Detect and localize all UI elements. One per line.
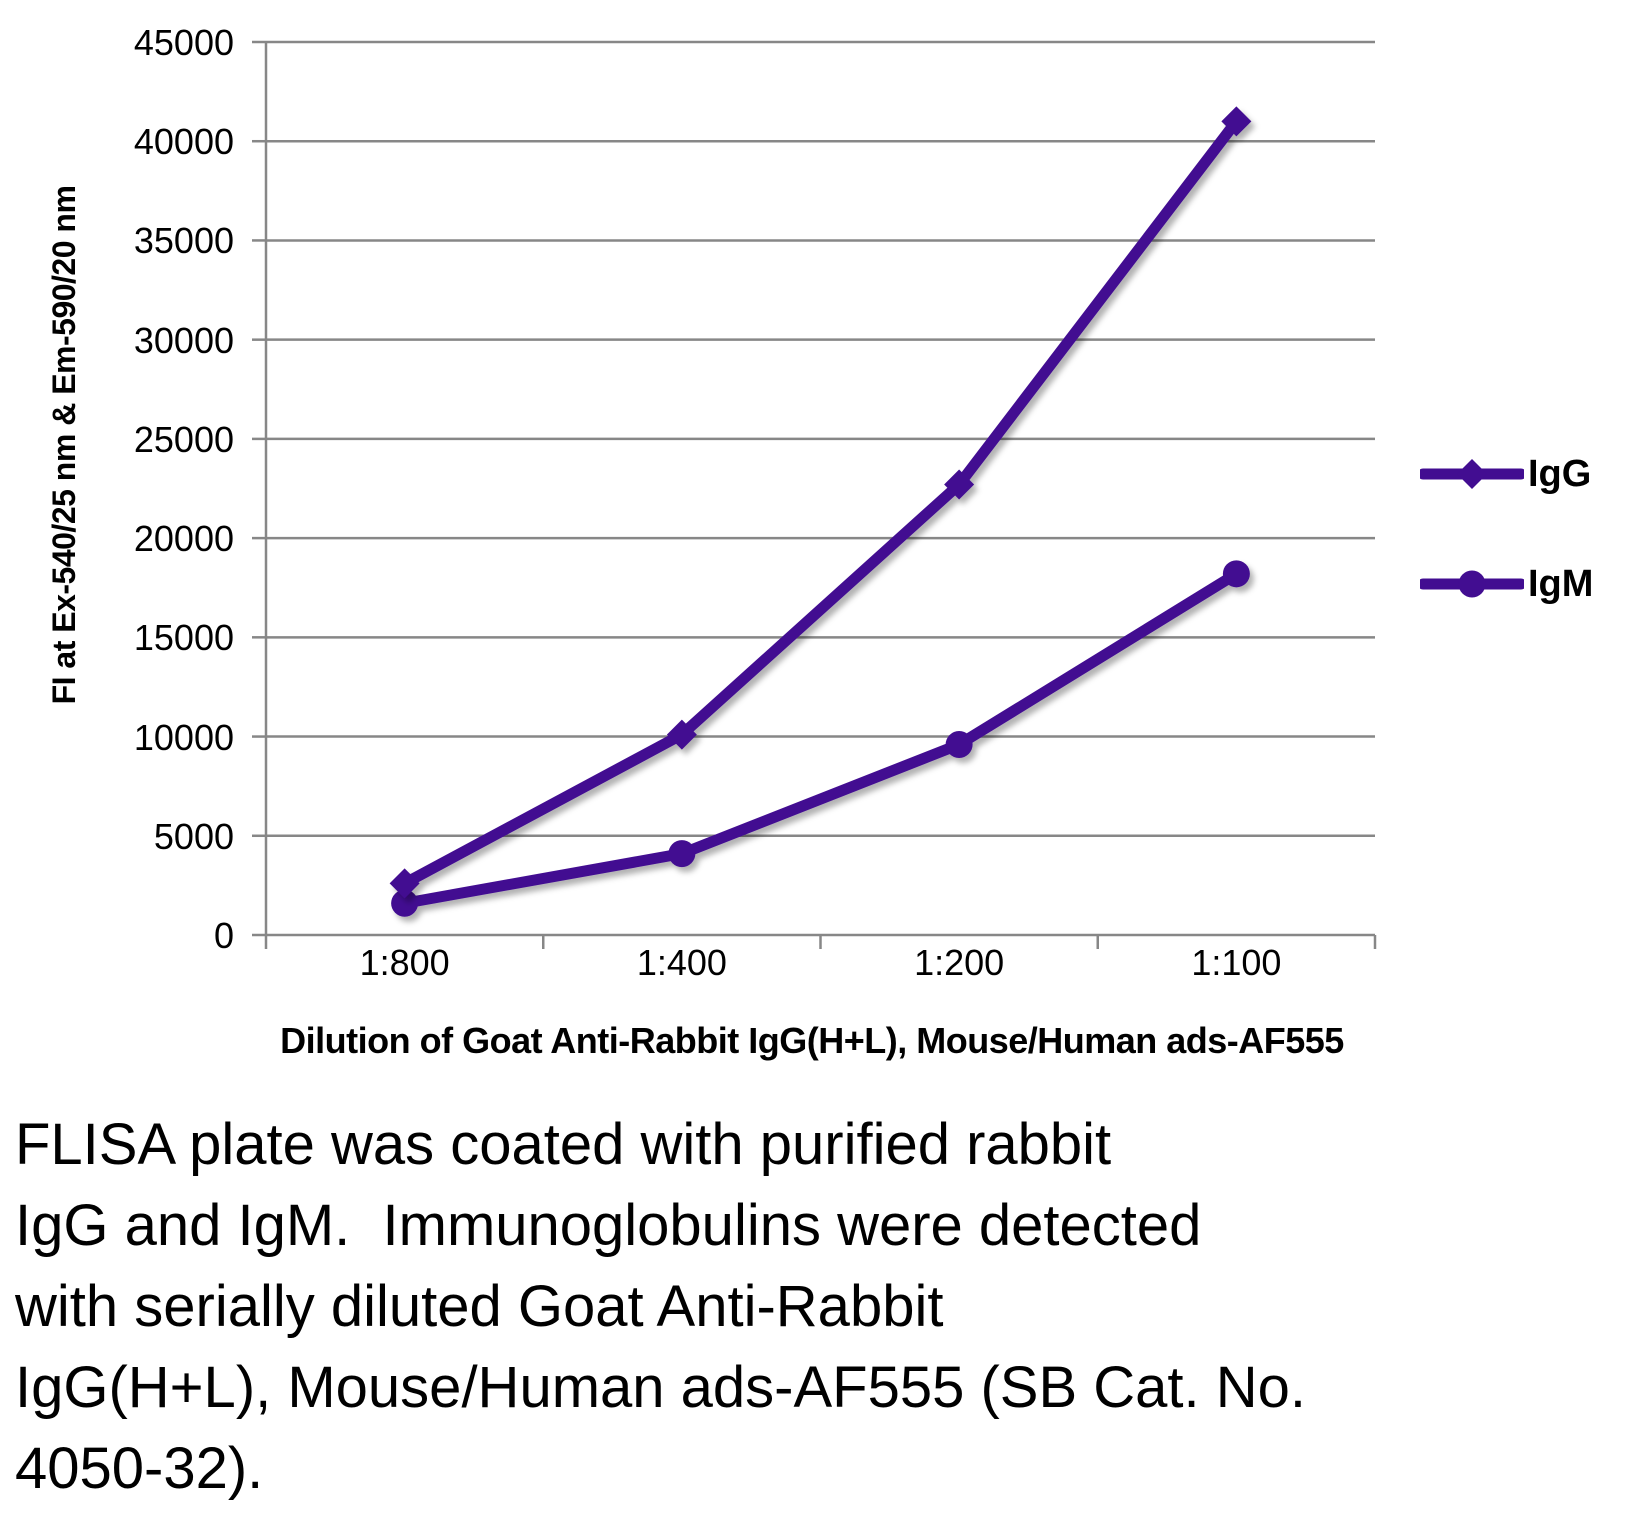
circle-marker-icon bbox=[391, 889, 419, 917]
y-axis-tick-label: 25000 bbox=[133, 418, 234, 460]
circle-marker-icon bbox=[1222, 560, 1250, 588]
legend-item-igm: IgM bbox=[1420, 562, 1593, 606]
legend-item-igg: IgG bbox=[1420, 452, 1591, 496]
series-igm bbox=[391, 560, 1250, 917]
y-axis-tick-label: 45000 bbox=[133, 22, 234, 63]
caption-line: 4050-32). bbox=[15, 1436, 264, 1501]
y-axis-tick-label: 20000 bbox=[133, 518, 234, 560]
y-axis-tick-label: 30000 bbox=[133, 319, 234, 361]
y-axis-tick-label: 35000 bbox=[133, 220, 234, 262]
circle-marker-icon bbox=[1458, 570, 1486, 598]
x-axis-title: Dilution of Goat Anti-Rabbit IgG(H+L), M… bbox=[280, 1020, 1344, 1061]
circle-marker-icon bbox=[945, 730, 973, 758]
y-axis-tick-label: 5000 bbox=[153, 815, 234, 857]
x-axis-tick-label: 1:100 bbox=[1191, 942, 1282, 983]
caption-line: with serially diluted Goat Anti-Rabbit bbox=[15, 1274, 944, 1339]
line-chart bbox=[252, 40, 1377, 949]
diamond-marker-icon bbox=[666, 719, 697, 750]
diamond-marker-icon bbox=[944, 469, 975, 500]
legend-label: IgM bbox=[1528, 562, 1594, 605]
diamond-marker-icon bbox=[389, 868, 420, 899]
y-axis-tick-label: 40000 bbox=[133, 121, 234, 163]
caption-line: FLISA plate was coated with purified rab… bbox=[15, 1112, 1112, 1177]
x-axis-tick-label: 1:200 bbox=[914, 942, 1005, 983]
x-axis-tick-label: 1:400 bbox=[636, 942, 727, 983]
caption-line: IgG and IgM. Immunoglobulins were detect… bbox=[15, 1193, 1202, 1258]
legend-key-icon bbox=[1420, 570, 1524, 598]
diamond-marker-icon bbox=[1221, 106, 1252, 137]
y-axis-tick-label: 15000 bbox=[133, 617, 234, 659]
circle-marker-icon bbox=[668, 840, 696, 868]
legend-label: IgG bbox=[1528, 452, 1592, 495]
diamond-marker-icon bbox=[1457, 459, 1487, 489]
x-axis-tick-label: 1:800 bbox=[359, 942, 450, 983]
y-axis-tick-label: 0 bbox=[213, 915, 234, 956]
legend-key-icon bbox=[1420, 459, 1524, 489]
caption-line: IgG(H+L), Mouse/Human ads-AF555 (SB Cat.… bbox=[15, 1355, 1307, 1420]
series-igg bbox=[389, 106, 1252, 899]
figure-caption: FLISA plate was coated with purified rab… bbox=[15, 1104, 1306, 1509]
y-axis-title: FI at Ex-540/25 nm & Em-590/20 nm bbox=[46, 185, 82, 705]
y-axis-tick-label: 10000 bbox=[133, 716, 234, 758]
